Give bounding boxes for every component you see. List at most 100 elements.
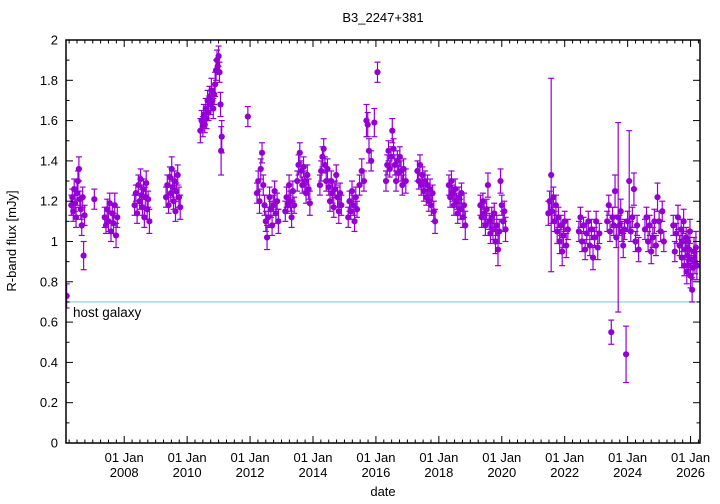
tick-labels: 01 Jan 2008 01 Jan 2010 01 Jan 2012 01 Jan 2014… — [40, 33, 710, 481]
data-point — [431, 208, 439, 235]
data-point — [654, 182, 661, 212]
data-point — [484, 172, 492, 198]
data-point — [559, 236, 566, 267]
data-point — [165, 196, 172, 214]
x-tick-label: 01 Jan 2016 — [356, 450, 395, 480]
y-axis-label: R-band flux [mJy] — [4, 190, 19, 291]
data-point — [659, 200, 666, 222]
y-tick-label: 0.2 — [40, 395, 58, 410]
y-tick-label: 1.4 — [40, 153, 58, 168]
data-point — [627, 220, 634, 243]
data-point — [680, 208, 687, 235]
data-point — [582, 238, 589, 261]
data-point — [399, 174, 406, 196]
data-point — [577, 206, 584, 228]
data-point — [360, 170, 368, 192]
data-point — [318, 160, 325, 182]
x-tick-label: 01 Jan 2026 — [671, 450, 710, 480]
data-point — [693, 250, 700, 281]
data-point — [606, 220, 614, 243]
data-point — [460, 192, 468, 218]
x-tick-label: 01 Jan 2024 — [608, 450, 647, 480]
host-galaxy-label: host galaxy — [73, 305, 142, 320]
data-point — [174, 164, 181, 186]
data-point — [218, 119, 225, 154]
data-point — [304, 164, 311, 186]
data-point — [563, 232, 570, 259]
data-point — [275, 208, 282, 235]
y-tick-label: 2 — [51, 33, 58, 48]
data-point — [374, 61, 381, 83]
data-point — [629, 206, 636, 228]
y-tick-label: 1.8 — [40, 73, 58, 88]
data-point — [146, 208, 153, 235]
x-tick-label: 01 Jan 2014 — [293, 450, 332, 480]
data-point — [333, 164, 340, 186]
x-tick-label: 01 Jan 2010 — [168, 450, 207, 480]
data-points — [66, 45, 700, 384]
data-point — [75, 156, 83, 182]
data-point — [620, 232, 627, 259]
data-point — [575, 220, 582, 243]
x-tick-label: 01 Jan 2012 — [231, 450, 270, 480]
data-point — [382, 170, 390, 192]
data-point — [482, 214, 489, 237]
data-point — [353, 200, 361, 218]
axes-and-ticks — [65, 39, 701, 444]
data-point — [635, 236, 642, 263]
data-point — [291, 196, 298, 214]
data-point — [497, 168, 504, 194]
data-point — [306, 190, 313, 216]
data-point — [81, 204, 88, 226]
data-point — [79, 186, 86, 208]
y-tick-label: 0.8 — [40, 274, 58, 289]
data-point — [586, 234, 593, 257]
data-point — [338, 194, 345, 216]
data-point — [368, 150, 375, 172]
data-point — [256, 188, 263, 214]
data-point — [316, 174, 324, 196]
data-point — [172, 200, 179, 222]
data-point — [633, 214, 641, 237]
x-tick-label: 01 Jan 2008 — [105, 450, 144, 480]
data-point — [622, 325, 630, 384]
data-point — [363, 103, 370, 138]
chart-title: B3_2247+381 — [342, 10, 423, 25]
data-point — [402, 168, 409, 194]
data-point — [671, 240, 678, 263]
data-point — [335, 198, 342, 224]
data-point — [244, 105, 251, 128]
data-point — [494, 232, 502, 267]
data-point — [177, 194, 184, 220]
data-point — [501, 200, 508, 222]
data-point — [364, 111, 371, 138]
data-point — [548, 77, 555, 273]
data-point — [260, 174, 267, 196]
data-point — [689, 277, 696, 303]
data-point — [294, 170, 301, 192]
data-point — [348, 180, 356, 202]
data-point — [145, 190, 152, 208]
data-point — [274, 192, 281, 210]
data-point — [564, 218, 571, 241]
data-point — [114, 206, 121, 228]
data-point — [258, 142, 266, 164]
data-point — [217, 91, 224, 118]
data-point — [502, 216, 509, 243]
x-tick-label: 01 Jan 2020 — [482, 450, 521, 480]
data-point — [263, 224, 271, 251]
y-tick-label: 0.6 — [40, 315, 58, 330]
data-point — [660, 230, 667, 253]
data-point — [462, 210, 469, 241]
data-point — [421, 170, 429, 192]
data-point — [91, 188, 98, 210]
data-point — [589, 244, 597, 271]
data-point — [630, 172, 638, 206]
data-point — [371, 107, 378, 138]
x-axis-label: date — [370, 484, 395, 499]
data-point — [596, 222, 603, 245]
y-tick-label: 1.6 — [40, 113, 58, 128]
data-point — [651, 208, 658, 235]
data-point — [257, 158, 264, 180]
